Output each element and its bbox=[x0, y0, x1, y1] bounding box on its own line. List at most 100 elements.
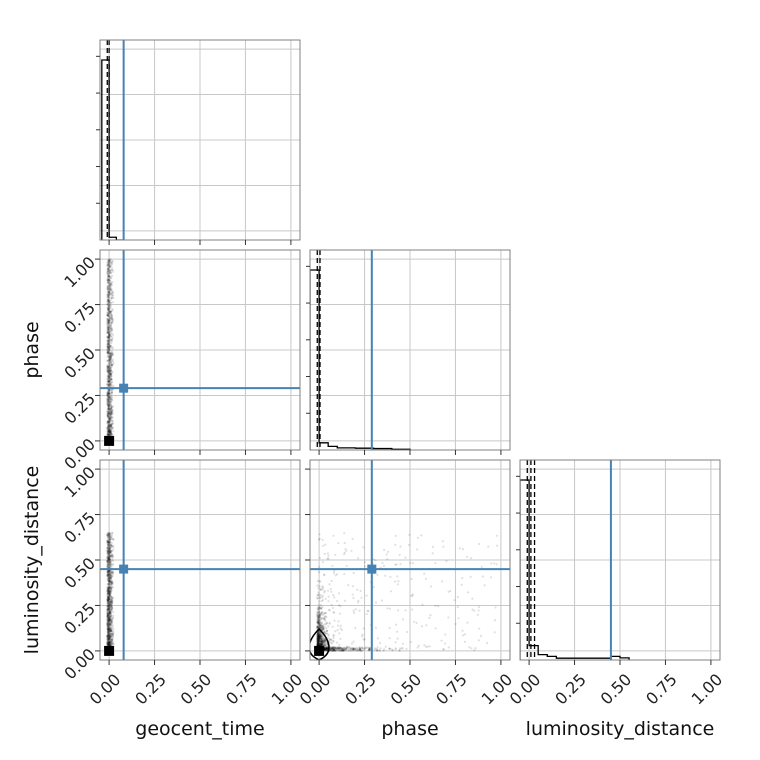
scatter-panel-phase-vs-luminosity-distance-sample-point bbox=[336, 641, 339, 644]
scatter-panel-geocent-time-vs-phase-sample-point bbox=[111, 318, 114, 321]
scatter-panel-geocent-time-vs-luminosity-distance-sample-point bbox=[106, 638, 109, 641]
scatter-panel-geocent-time-vs-phase-sample-point bbox=[107, 375, 110, 378]
scatter-panel-phase-vs-luminosity-distance-sample-point bbox=[317, 640, 320, 643]
scatter-panel-phase-vs-luminosity-distance-sample-point bbox=[398, 553, 401, 557]
scatter-panel-geocent-time-vs-phase-sample-point bbox=[106, 351, 109, 354]
scatter-panel-geocent-time-vs-luminosity-distance-sample-point bbox=[108, 628, 111, 631]
scatter-panel-geocent-time-vs-phase-sample-point bbox=[108, 290, 111, 293]
scatter-panel-geocent-time-vs-luminosity-distance-sample-point bbox=[107, 617, 111, 620]
scatter-panel-phase-vs-luminosity-distance-sample-point bbox=[322, 616, 326, 619]
scatter-panel-geocent-time-vs-luminosity-distance-sample-point bbox=[110, 545, 113, 548]
scatter-panel-phase-vs-luminosity-distance-sample-point bbox=[329, 647, 333, 650]
scatter-panel-geocent-time-vs-phase-sample-point bbox=[106, 364, 109, 367]
scatter-panel-geocent-time-vs-luminosity-distance-sample-point bbox=[110, 609, 113, 613]
scatter-panel-geocent-time-vs-phase-sample-point bbox=[108, 352, 111, 355]
scatter-panel-geocent-time-vs-luminosity-distance-sample-point bbox=[108, 548, 112, 551]
scatter-panel-phase-vs-luminosity-distance-sample-point bbox=[324, 619, 327, 623]
scatter-panel-geocent-time-vs-phase-sample-point bbox=[109, 310, 112, 313]
scatter-panel-geocent-time-vs-phase-sample-point bbox=[110, 407, 113, 410]
scatter-panel-geocent-time-vs-luminosity-distance-sample-point bbox=[108, 641, 111, 644]
scatter-panel-geocent-time-vs-luminosity-distance-sample-point bbox=[107, 643, 110, 646]
scatter-panel-geocent-time-vs-luminosity-distance-sample-point bbox=[106, 592, 109, 595]
scatter-panel-phase-vs-luminosity-distance-sample-point bbox=[320, 599, 323, 603]
scatter-panel-geocent-time-vs-phase-sample-point bbox=[108, 310, 112, 313]
scatter-panel-geocent-time-vs-phase-sample-point bbox=[106, 380, 109, 383]
scatter-panel-phase-vs-luminosity-distance-sample-point bbox=[341, 649, 344, 652]
scatter-panel-phase-vs-luminosity-distance-sample-point bbox=[330, 642, 334, 645]
scatter-panel-phase-vs-luminosity-distance-sample-point bbox=[317, 635, 320, 638]
scatter-panel-geocent-time-vs-phase-sample-point bbox=[110, 359, 113, 362]
scatter-panel-geocent-time-vs-luminosity-distance-sample-point bbox=[108, 635, 111, 639]
scatter-panel-phase-vs-luminosity-distance-sample-point bbox=[320, 640, 323, 643]
scatter-panel-phase-vs-luminosity-distance-sample-point bbox=[420, 534, 423, 537]
scatter-panel-geocent-time-vs-luminosity-distance-sample-point bbox=[108, 638, 111, 641]
scatter-panel-geocent-time-vs-phase-sample-point bbox=[107, 278, 111, 281]
scatter-panel-geocent-time-vs-phase-sample-point bbox=[108, 405, 111, 408]
scatter-panel-geocent-time-vs-phase-sample-point bbox=[108, 272, 111, 275]
scatter-panel-phase-vs-luminosity-distance-sample-point bbox=[319, 634, 322, 638]
scatter-panel-geocent-time-vs-phase-sample-point bbox=[110, 424, 113, 427]
scatter-panel-phase-vs-luminosity-distance-sample-point bbox=[379, 647, 382, 650]
scatter-panel-geocent-time-vs-luminosity-distance-sample-point bbox=[110, 571, 113, 574]
scatter-panel-geocent-time-vs-phase-sample-point bbox=[108, 375, 111, 378]
scatter-panel-geocent-time-vs-luminosity-distance-sample-point bbox=[108, 606, 111, 609]
scatter-panel-geocent-time-vs-phase-sample-point bbox=[107, 278, 110, 281]
scatter-panel-geocent-time-vs-phase-sample-point bbox=[107, 346, 110, 349]
scatter-panel-phase-vs-luminosity-distance-sample-point bbox=[332, 634, 335, 637]
scatter-panel-phase-vs-luminosity-distance-sample-point bbox=[493, 562, 496, 565]
scatter-panel-geocent-time-vs-phase-sample-point bbox=[109, 407, 112, 410]
scatter-panel-phase-vs-luminosity-distance-sample-point bbox=[321, 561, 324, 564]
scatter-panel-geocent-time-vs-luminosity-distance-sample-point bbox=[106, 589, 109, 592]
scatter-panel-geocent-time-vs-phase-sample-point bbox=[107, 281, 110, 284]
scatter-panel-phase-vs-luminosity-distance-sample-point bbox=[397, 580, 400, 583]
scatter-panel-geocent-time-vs-phase-sample-point bbox=[107, 410, 111, 413]
scatter-panel-geocent-time-vs-luminosity-distance-sample-point bbox=[107, 565, 110, 568]
scatter-panel-phase-vs-luminosity-distance-sample-point bbox=[318, 623, 321, 626]
scatter-panel-phase-vs-luminosity-distance-sample-point bbox=[316, 641, 319, 645]
scatter-panel-geocent-time-vs-luminosity-distance-sample-point bbox=[108, 586, 111, 589]
scatter-panel-geocent-time-vs-luminosity-distance-sample-point bbox=[109, 629, 112, 633]
scatter-panel-phase-vs-luminosity-distance-sample-point bbox=[320, 622, 323, 626]
scatter-panel-geocent-time-vs-luminosity-distance-sample-point bbox=[107, 580, 110, 584]
scatter-panel-phase-vs-luminosity-distance-sample-point bbox=[318, 635, 321, 639]
scatter-panel-phase-vs-luminosity-distance-sample-point bbox=[367, 609, 370, 613]
scatter-panel-geocent-time-vs-phase-sample-point bbox=[107, 339, 110, 342]
scatter-panel-phase-vs-luminosity-distance-sample-point bbox=[340, 648, 343, 651]
scatter-panel-geocent-time-vs-phase-sample-point bbox=[107, 384, 110, 387]
scatter-panel-phase-vs-luminosity-distance-sample-point bbox=[381, 561, 384, 565]
scatter-panel-geocent-time-vs-luminosity-distance-sample-point bbox=[108, 637, 111, 640]
scatter-panel-geocent-time-vs-luminosity-distance-sample-point bbox=[109, 565, 112, 568]
scatter-panel-geocent-time-vs-phase-sample-point bbox=[108, 420, 111, 424]
scatter-panel-geocent-time-vs-phase-sample-point bbox=[109, 276, 112, 279]
scatter-panel-phase-vs-luminosity-distance-sample-point bbox=[316, 594, 320, 597]
scatter-panel-phase-vs-luminosity-distance-sample-point bbox=[316, 626, 319, 630]
scatter-panel-geocent-time-vs-phase-sample-point bbox=[106, 389, 110, 392]
scatter-panel-geocent-time-vs-luminosity-distance-sample-point bbox=[108, 612, 111, 616]
scatter-panel-geocent-time-vs-luminosity-distance-sample-point bbox=[110, 629, 113, 632]
scatter-panel-geocent-time-vs-phase-sample-point bbox=[107, 294, 111, 297]
scatter-panel-geocent-time-vs-phase-sample-point bbox=[107, 270, 110, 273]
scatter-panel-phase-vs-luminosity-distance-sample-point bbox=[352, 648, 355, 651]
scatter-panel-phase-vs-luminosity-distance-sample-point bbox=[319, 596, 322, 600]
scatter-panel-geocent-time-vs-luminosity-distance-sample-point bbox=[110, 577, 113, 580]
scatter-panel-geocent-time-vs-phase-sample-point bbox=[106, 413, 109, 416]
scatter-panel-geocent-time-vs-luminosity-distance-sample-point bbox=[107, 535, 110, 539]
scatter-panel-geocent-time-vs-luminosity-distance-sample-point bbox=[110, 611, 113, 614]
scatter-panel-geocent-time-vs-phase-sample-point bbox=[106, 326, 109, 329]
scatter-panel-geocent-time-vs-luminosity-distance-sample-point bbox=[108, 549, 111, 552]
scatter-panel-geocent-time-vs-phase-sample-point bbox=[109, 323, 112, 326]
scatter-panel-geocent-time-vs-luminosity-distance-sample-point bbox=[111, 619, 114, 622]
scatter-panel-geocent-time-vs-phase-sample-point bbox=[106, 314, 109, 317]
scatter-panel-geocent-time-vs-phase-sample-point bbox=[111, 363, 114, 366]
scatter-panel-geocent-time-vs-luminosity-distance-sample-point bbox=[106, 546, 109, 549]
scatter-panel-geocent-time-vs-luminosity-distance-sample-point bbox=[109, 576, 112, 579]
scatter-panel-geocent-time-vs-phase-sample-point bbox=[109, 368, 112, 371]
scatter-panel-geocent-time-vs-phase-sample-point bbox=[110, 397, 113, 401]
scatter-panel-geocent-time-vs-phase-sample-point bbox=[109, 306, 112, 309]
scatter-panel-geocent-time-vs-phase-sample-point bbox=[107, 382, 110, 385]
scatter-panel-geocent-time-vs-luminosity-distance-sample-point bbox=[110, 596, 113, 599]
scatter-panel-phase-vs-luminosity-distance-sample-point bbox=[320, 643, 323, 646]
scatter-panel-phase-vs-luminosity-distance-sample-point bbox=[331, 564, 334, 568]
scatter-panel-geocent-time-vs-luminosity-distance-sample-point bbox=[108, 641, 111, 644]
scatter-panel-geocent-time-vs-phase-sample-point bbox=[107, 405, 110, 408]
